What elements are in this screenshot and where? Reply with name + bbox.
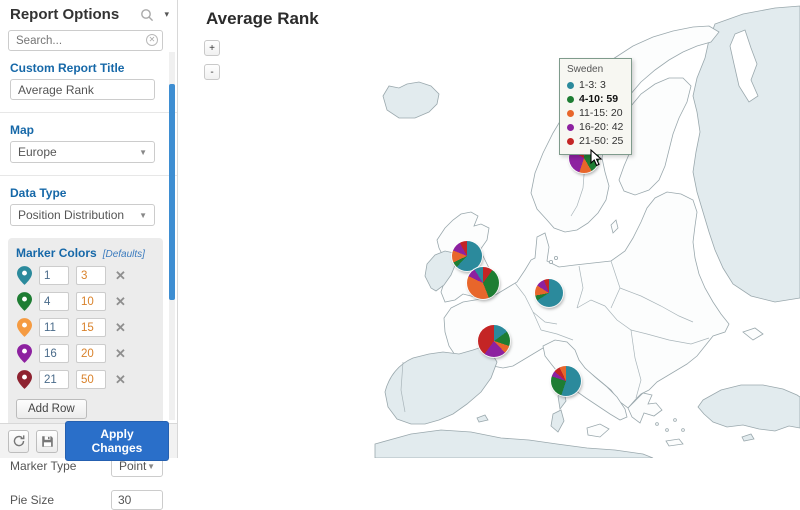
- map-north-africa: [374, 429, 654, 458]
- legend-dot-icon: [567, 123, 574, 131]
- pie-size-label: Pie Size: [10, 493, 55, 507]
- delete-row-icon[interactable]: ✕: [115, 267, 126, 283]
- legend-dot-icon: [567, 81, 574, 89]
- range-from-input[interactable]: [39, 318, 69, 337]
- pie-marker-uk-north[interactable]: [452, 241, 482, 271]
- map-continent: [443, 191, 730, 409]
- legend-dot-icon: [567, 109, 574, 117]
- marker-pin-icon: [16, 370, 32, 389]
- range-from-input[interactable]: [39, 370, 69, 389]
- range-to-input[interactable]: [76, 318, 106, 337]
- delete-row-icon[interactable]: ✕: [115, 345, 126, 361]
- refresh-button[interactable]: [8, 429, 30, 453]
- marker-pin-icon: [16, 344, 32, 363]
- custom-report-title-label: Custom Report Title: [10, 61, 125, 75]
- marker-pin-icon: [16, 318, 32, 337]
- range-from-input[interactable]: [39, 292, 69, 311]
- tooltip-legend-item: 11-15: 20: [567, 106, 623, 120]
- map-label: Map: [10, 123, 34, 137]
- clear-search-icon[interactable]: ✕: [146, 34, 158, 46]
- marker-color-row: ✕: [16, 317, 155, 338]
- page-title: Average Rank: [206, 9, 319, 28]
- section-divider: [0, 175, 177, 176]
- marker-color-rows: ✕ ✕ ✕ ✕ ✕: [16, 265, 155, 390]
- marker-color-row: ✕: [16, 291, 155, 312]
- marker-color-row: ✕: [16, 369, 155, 390]
- select-caret-icon: ▼: [139, 147, 147, 157]
- save-icon: [41, 435, 53, 447]
- tooltip-title: Sweden: [567, 64, 604, 75]
- map-russia: [692, 5, 800, 303]
- map-report-area: Average Rank + -: [179, 0, 800, 458]
- delete-row-icon[interactable]: ✕: [115, 371, 126, 387]
- map-turkey: [697, 384, 800, 432]
- data-type-select-value: Position Distribution: [18, 208, 125, 222]
- zoom-out-button[interactable]: -: [204, 64, 220, 80]
- pie-marker-uk-south[interactable]: [467, 267, 499, 299]
- map-iceland: [382, 81, 440, 119]
- tooltip-legend-item: 4-10: 59: [567, 92, 623, 106]
- search-icon[interactable]: [140, 8, 154, 22]
- mouse-cursor: [590, 149, 603, 167]
- range-to-input[interactable]: [76, 292, 106, 311]
- marker-type-label: Marker Type: [10, 459, 77, 473]
- select-caret-icon: ▼: [147, 461, 155, 471]
- marker-type-select-value: Point: [119, 459, 147, 473]
- refresh-icon: [13, 435, 25, 447]
- select-caret-icon: ▼: [139, 210, 147, 220]
- map-tooltip: Sweden 1-3: 3 4-10: 59 11-15: 20 16-20: 42 2…: [559, 58, 633, 155]
- report-options-sidebar: Report Options ▾ ✕ Custom Report Title M…: [0, 0, 178, 510]
- data-type-select[interactable]: Position Distribution ▼: [10, 204, 155, 226]
- map-select[interactable]: Europe ▼: [10, 141, 155, 163]
- zoom-in-button[interactable]: +: [204, 40, 220, 56]
- marker-colors-panel: Marker Colors [Defaults] ✕ ✕ ✕: [8, 238, 163, 429]
- map-finland: [618, 77, 692, 196]
- range-to-input[interactable]: [76, 266, 106, 285]
- europe-map[interactable]: [179, 0, 800, 458]
- marker-color-row: ✕: [16, 265, 155, 286]
- sidebar-scrollbar-thumb[interactable]: [169, 84, 175, 300]
- pie-marker-italy[interactable]: [551, 366, 581, 396]
- range-to-input[interactable]: [76, 344, 106, 363]
- section-divider: [0, 112, 177, 113]
- add-row-button[interactable]: Add Row: [16, 399, 87, 419]
- tooltip-legend-item: 1-3: 3: [567, 78, 623, 92]
- sidebar-title: Report Options: [10, 6, 120, 23]
- legend-dot-icon: [567, 137, 574, 145]
- sidebar-footer: Apply Changes: [0, 421, 177, 461]
- defaults-link[interactable]: [Defaults]: [102, 249, 145, 260]
- tooltip-legend-item: 21-50: 25: [567, 134, 623, 148]
- range-to-input[interactable]: [76, 370, 106, 389]
- pie-marker-france[interactable]: [478, 325, 510, 357]
- range-from-input[interactable]: [39, 266, 69, 285]
- range-from-input[interactable]: [39, 344, 69, 363]
- search-input[interactable]: [8, 30, 163, 51]
- pie-size-input[interactable]: [111, 490, 163, 510]
- save-button[interactable]: [36, 429, 58, 453]
- marker-pin-icon: [16, 292, 32, 311]
- delete-row-icon[interactable]: ✕: [115, 319, 126, 335]
- legend-dot-icon: [567, 95, 574, 103]
- delete-row-icon[interactable]: ✕: [115, 293, 126, 309]
- map-iberia: [384, 345, 498, 425]
- apply-changes-button[interactable]: Apply Changes: [64, 421, 169, 461]
- map-greece: [627, 392, 663, 424]
- tooltip-legend-item: 16-20: 42: [567, 120, 623, 134]
- pie-marker-germany[interactable]: [535, 279, 563, 307]
- tooltip-items: 1-3: 3 4-10: 59 11-15: 20 16-20: 42 21-50: 2…: [567, 78, 623, 148]
- marker-pin-icon: [16, 266, 32, 285]
- collapse-chevron-down-icon[interactable]: ▾: [164, 9, 169, 19]
- data-type-label: Data Type: [10, 186, 67, 200]
- marker-color-row: ✕: [16, 343, 155, 364]
- marker-colors-label: Marker Colors: [16, 246, 97, 260]
- map-select-value: Europe: [18, 145, 57, 159]
- custom-report-title-input[interactable]: [10, 79, 155, 100]
